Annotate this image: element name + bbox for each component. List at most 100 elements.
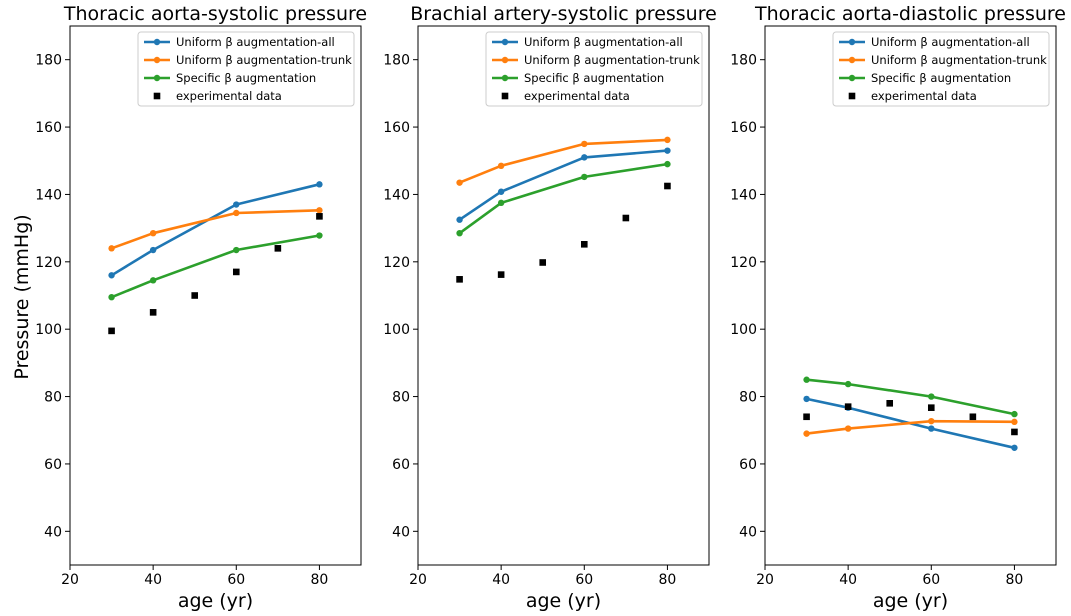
x-tick-label: 80 [659,572,677,588]
series-point-3 [803,376,810,383]
legend-label: Specific β augmentation [871,71,1011,85]
legend-label: Uniform β augmentation-all [524,35,683,49]
legend-marker [153,56,161,64]
y-tick-label: 180 [383,53,410,69]
series-point-2 [108,245,115,252]
experimental-point [664,182,671,190]
y-tick-label: 40 [392,524,410,540]
y-tick-label: 100 [35,322,62,338]
experimental-point [580,240,588,248]
series-point-1 [316,181,323,188]
series-point-2 [1011,418,1018,426]
series-point-1 [803,395,810,403]
y-tick-label: 100 [383,322,410,338]
x-axis-label: age (yr) [178,590,253,612]
y-tick-label: 120 [35,255,62,271]
series-line-3 [111,234,320,299]
legend-marker [153,38,161,46]
chart-panel-1: Thoracic aorta-systolic pressure 40 60 80 10… [35,3,367,612]
legend-marker [153,92,161,100]
legend-label: experimental data [524,89,630,103]
legend-marker [848,92,856,100]
series-point-3 [1011,410,1018,418]
chart-panel-3: Thoracic aorta-diastolic pressure 40 60 80 1… [730,3,1066,612]
series-point-1 [1011,444,1018,451]
series-point-3 [233,246,240,254]
legend-box [485,31,703,107]
series-line-1 [110,183,320,277]
series-point-1 [456,216,463,223]
series-line-2 [806,419,1015,435]
series-point-2 [497,162,505,170]
y-tick-label: 140 [730,187,757,203]
series-point-2 [664,136,671,144]
y-tick-label: 100 [730,322,757,338]
legend-label: Uniform β augmentation-trunk [871,53,1047,67]
series-point-1 [497,188,505,195]
y-axis-label: Pressure (mmHg) [11,214,33,379]
series-point-1 [664,147,671,154]
series-point-1 [108,272,115,279]
x-tick-label: 40 [839,572,857,588]
experimental-point [191,292,199,299]
series-point-3 [149,277,157,284]
y-tick-label: 60 [392,457,410,473]
experimental-point [316,213,323,220]
x-axis-label: age (yr) [526,590,601,612]
experimental-point [274,245,282,252]
y-tick-label: 180 [730,53,757,69]
legend: Uniform β augmentation-all Uniform β augm… [485,31,703,107]
experimental-point [497,271,505,278]
series-point-3 [664,160,671,168]
experimental-point [456,276,463,283]
chart-title: Thoracic aorta-systolic pressure [63,3,367,25]
y-tick-label: 80 [392,390,410,406]
x-tick-label: 40 [492,572,510,588]
plot-frame [764,25,1057,566]
series-point-3 [456,229,463,237]
series-line-2 [111,209,320,250]
series-point-1 [149,246,157,254]
series-line-1 [458,149,668,221]
y-tick-label: 140 [383,187,410,203]
series-point-3 [316,232,323,239]
y-tick-label: 40 [739,524,757,540]
plot-frame [69,25,362,566]
series-point-2 [803,430,810,437]
y-tick-label: 120 [730,255,757,271]
series-point-2 [456,179,463,186]
series-line-2 [459,138,668,184]
experimental-point [803,413,810,421]
series-point-3 [497,199,505,207]
legend-label: Specific β augmentation [524,71,664,85]
y-tick-label: 60 [739,457,757,473]
x-tick-label: 20 [61,572,79,588]
experimental-point [539,259,547,266]
x-tick-label: 60 [575,572,593,588]
plot-frame [417,25,710,566]
series-point-3 [108,293,115,301]
legend-marker [501,38,509,46]
series-point-3 [844,380,852,388]
experimental-point [927,404,935,411]
y-tick-label: 40 [44,524,62,540]
series-point-3 [928,393,935,400]
legend-label: Specific β augmentation [176,71,316,85]
x-tick-label: 20 [756,572,774,588]
y-tick-label: 180 [35,53,62,69]
legend-label: Uniform β augmentation-trunk [176,53,352,67]
y-tick-label: 120 [383,255,410,271]
legend-marker [848,74,856,82]
x-tick-label: 20 [409,572,427,588]
series-line-1 [806,397,1015,450]
y-tick-label: 160 [730,120,757,136]
legend-label: Uniform β augmentation-all [871,35,1030,49]
series-point-1 [928,425,935,432]
experimental-point [108,327,115,335]
legend-box [137,31,355,107]
legend-box [832,31,1050,107]
y-tick-label: 140 [35,187,62,203]
legend-label: experimental data [871,89,977,103]
x-tick-label: 60 [922,572,940,588]
